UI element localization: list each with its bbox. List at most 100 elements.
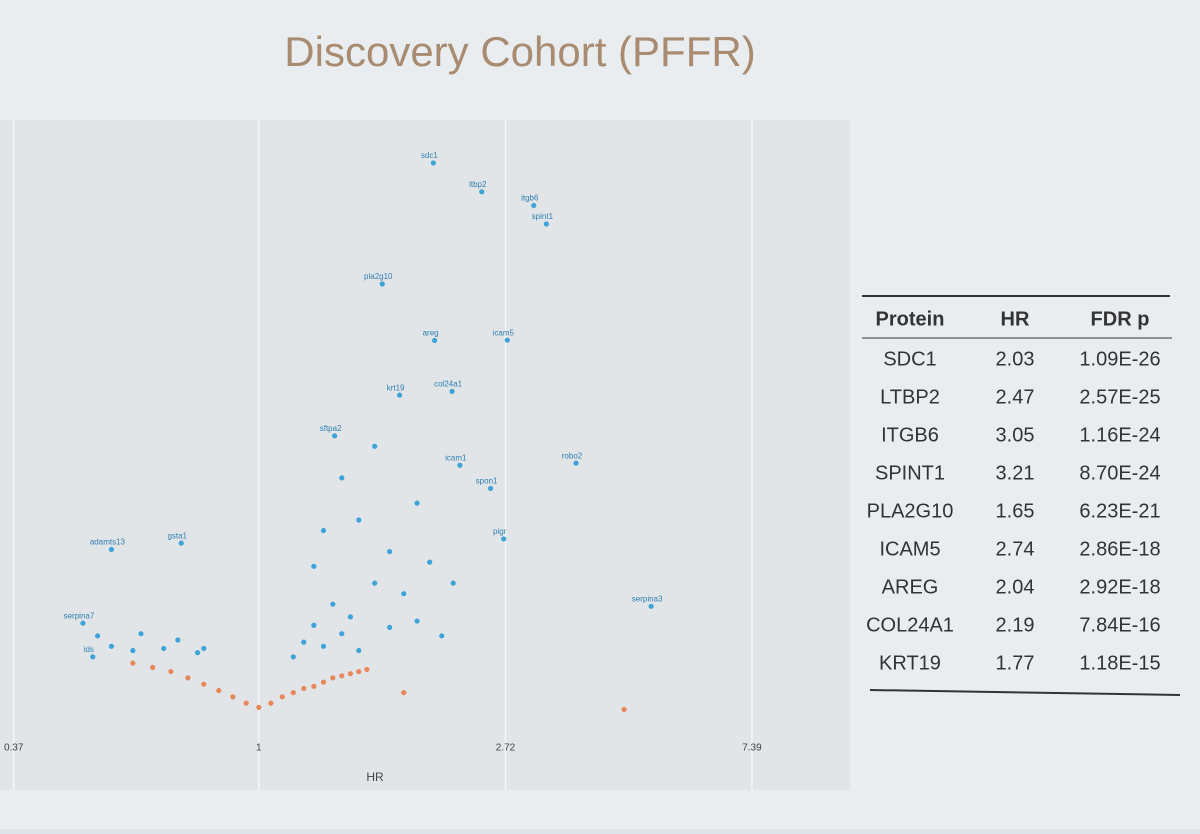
point [138,631,144,637]
table-cell: 1.16E-24 [1079,424,1160,446]
point [414,500,420,506]
point [80,620,86,626]
point-label: gsta1 [167,531,187,540]
table-header: HR [1001,308,1030,330]
point [290,690,296,696]
point [648,603,654,609]
table-cell: KRT19 [879,652,941,674]
plot-panel [0,120,850,790]
point-label: col24a1 [434,379,463,388]
point [401,591,407,597]
point-label: robo2 [562,451,583,460]
point-label: serpina3 [632,594,663,603]
point [330,601,336,607]
point [427,559,433,565]
point-label: icam5 [493,328,515,337]
point [356,517,362,523]
table-cell: 2.86E-18 [1079,538,1160,560]
point [95,633,101,639]
point [150,664,156,670]
x-axis-label: HR [366,770,384,784]
point-label: adamts13 [90,538,126,547]
point [430,160,436,166]
point-label: areg [423,329,439,338]
point [243,700,249,706]
point [320,679,327,685]
point [178,540,184,546]
point-label: ids [84,645,94,654]
point [268,700,274,706]
point-label: spon1 [476,477,498,486]
point [301,639,307,645]
point [439,633,445,639]
table-header: Protein [876,308,945,330]
point [339,475,345,481]
point [356,668,362,675]
point [339,673,345,679]
point [168,668,174,675]
table-cell: 1.18E-15 [1079,652,1160,674]
point [201,645,207,652]
point [379,281,385,287]
point [414,618,420,624]
table-cell: SDC1 [883,348,936,370]
table-cell: 2.92E-18 [1079,576,1160,598]
point [372,580,378,586]
point [320,527,327,534]
point [396,392,403,398]
x-tick-label: 0.37 [4,743,24,754]
point-label: itgb6 [521,194,539,203]
point [108,643,115,649]
point [130,660,136,666]
point [504,337,510,343]
table-cell: 2.47 [996,386,1035,408]
table-cell: AREG [882,576,939,598]
point [457,462,463,468]
point [543,221,549,227]
point [387,624,393,630]
point [501,536,507,542]
point [621,706,627,713]
point [347,614,354,620]
point [256,704,262,710]
table-cell: 1.09E-26 [1079,348,1160,370]
point [279,694,285,700]
point [339,631,345,637]
point [311,563,317,569]
table-header: FDR p [1091,308,1150,330]
point-label: krt19 [387,383,405,392]
chart-title: Discovery Cohort (PFFR) [284,28,755,75]
table-cell: 2.03 [996,348,1035,370]
point [301,685,307,692]
point [431,337,438,344]
table-cell: COL24A1 [866,614,954,636]
point-label: pigr [493,527,507,536]
point [311,622,317,628]
table-cell: LTBP2 [880,386,940,408]
point [479,189,485,195]
point [332,433,338,439]
table-cell: 8.70E-24 [1079,462,1160,484]
table-cell: PLA2G10 [867,500,954,522]
point [487,485,494,492]
point-label: sdc1 [421,151,438,160]
x-tick-label: 2.72 [496,743,516,754]
point [311,683,317,689]
point [531,202,537,209]
point [320,643,327,649]
point-label: spint1 [532,212,554,221]
point [194,650,201,656]
table-cell: 6.23E-21 [1079,500,1160,522]
x-tick-label: 7.39 [742,743,762,754]
table-cell: 2.04 [996,576,1035,598]
x-tick-label: 1 [256,743,262,754]
point [387,548,393,555]
point [90,654,96,660]
point [450,580,456,586]
point-label: serpina7 [64,611,95,620]
point [372,443,378,449]
point [330,675,336,681]
point [201,681,207,687]
point-label: pla2g10 [364,272,393,281]
